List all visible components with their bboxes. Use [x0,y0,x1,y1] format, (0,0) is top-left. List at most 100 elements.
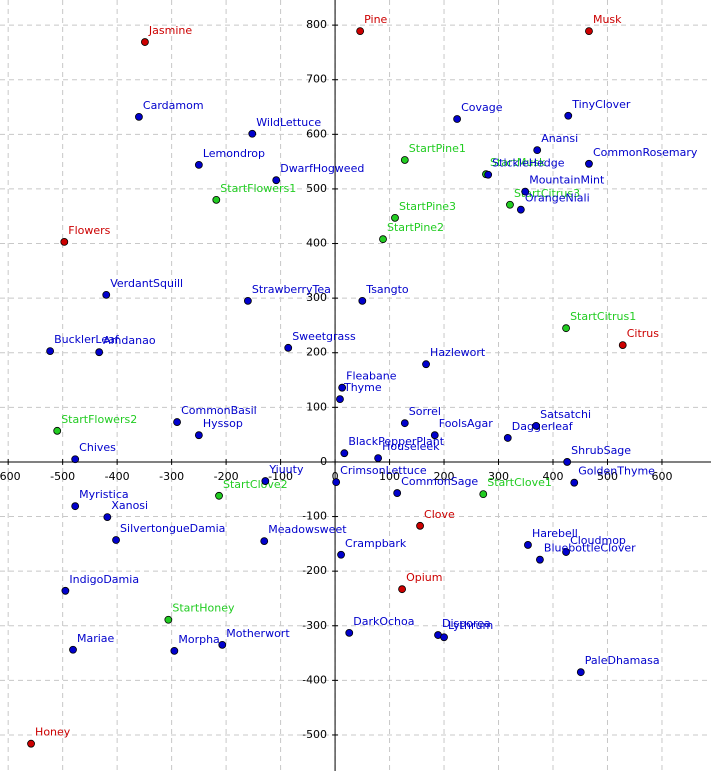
x-tick-label: 300 [488,470,509,483]
point-label: Harebell [532,527,578,540]
point [576,668,585,677]
point-label: Xanosi [111,499,148,512]
point-label: StartCitrus1 [570,310,636,323]
point-label: PaleDhamasa [585,654,660,667]
point [506,200,514,209]
point [261,477,270,485]
x-tick-label: -600 [0,470,21,483]
point [503,434,512,442]
point [53,426,62,435]
point-label: StartFlowers2 [61,413,137,426]
point-label: Citrus [627,327,660,340]
y-tick-label: -300 [302,619,327,632]
point [400,156,409,164]
y-tick-label: 700 [306,73,327,86]
point-label: ShrubSage [571,444,631,457]
point-label: MountainMint [529,174,605,187]
point [340,449,349,458]
point-label: Morpha [178,633,219,646]
point [95,348,104,357]
y-tick-label: -500 [302,728,327,741]
point [374,454,383,463]
point-label: Pine [364,13,387,26]
point-label: Myristica [79,488,128,501]
point [170,646,179,655]
point [284,343,293,352]
point-label: VerdantSquill [110,277,183,290]
point-label: Clove [424,508,455,521]
point [585,27,593,36]
point-label: CommonSage [401,475,478,488]
point [453,115,462,123]
point-label: TinyClover [571,98,631,111]
y-tick-label: -400 [302,673,327,686]
point [562,324,570,333]
point-label: Daggerleaf [512,420,574,433]
point-label: OrangeNiali [525,192,590,205]
point [27,739,35,748]
point-label: Honey [35,726,71,739]
point-label: Yiuuty [268,463,304,476]
point-label: BlackPepperPlant [348,435,444,448]
point-label: Lythrum [448,619,493,632]
point [391,213,399,222]
point [479,490,488,499]
point-label: Lemondrop [203,147,265,160]
point [570,478,579,487]
point [338,383,347,392]
point [71,455,80,464]
point [532,422,541,430]
point-label: Sweetgrass [292,330,356,343]
point-label: Cardamom [143,99,204,112]
x-tick-label: 200 [434,470,455,483]
point [272,176,281,185]
point-label: Sorrel [409,405,441,418]
x-tick-label: -200 [214,470,239,483]
point [215,491,223,500]
point-label: StartClove2 [223,478,288,491]
x-tick-label: 100 [379,470,400,483]
y-tick-label: 800 [306,18,327,31]
point-label: CommonBasil [181,404,257,417]
point [337,550,345,559]
point [618,341,627,349]
point [393,489,402,497]
point [71,502,80,511]
point [103,513,112,521]
point-label: StartMusk [490,156,546,169]
point [398,585,406,594]
point-label: Tsangto [365,283,409,296]
point-label: Jasmine [148,24,192,37]
point [60,237,69,246]
point-label: SilvertongueDamia [120,522,225,535]
point-label: BluebottleClover [544,542,636,555]
point-label: Crampbark [345,537,407,550]
point-label: CommonRosemary [593,146,698,159]
point-label: StartHoney [172,602,235,615]
point-label: Anansi [541,132,578,145]
point-label: Covage [461,101,503,114]
point [440,633,448,642]
x-tick-label: -100 [268,470,293,483]
point-label: Hyssop [203,417,243,430]
point [358,296,367,305]
point [332,478,341,487]
point-label: Opium [406,571,442,584]
point-label: StartPine3 [399,200,456,213]
point-label: BucklerLeaf [54,333,120,346]
x-tick-label: 500 [597,470,618,483]
point-label: Satsatchi [540,408,591,421]
point [112,536,120,544]
point [564,111,573,120]
y-tick-label: 500 [306,182,327,195]
point-label: StickleHedge [492,157,565,170]
point [248,129,257,138]
point [61,586,70,595]
point [430,431,439,440]
point [516,205,525,214]
point-label: StartClove1 [487,476,552,489]
point-label: Chives [79,441,116,454]
point-label: CrimsonLettuce [340,464,427,477]
point [356,27,365,36]
